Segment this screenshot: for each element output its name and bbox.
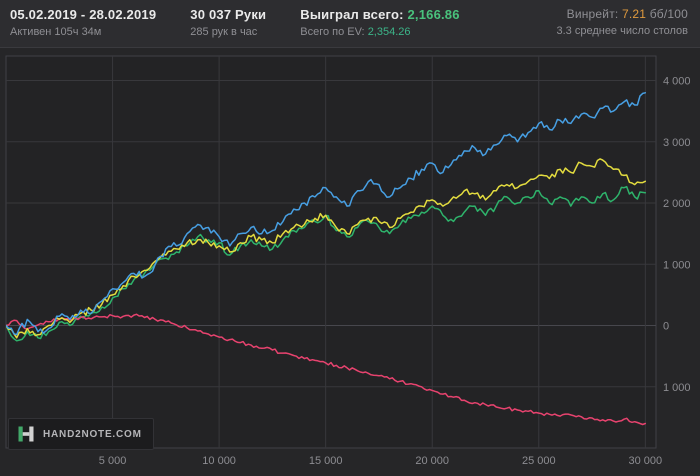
hand2note-logo-icon [18,426,34,442]
svg-text:4 000: 4 000 [663,76,691,88]
hands-block: 30 037 Руки 285 рук в час [190,7,266,38]
winnings-chart[interactable]: 4 000 3 000 2 000 1 000 0 1 000 5 000 10 000 15 … [0,48,700,476]
logo-text: HAND2NOTE.COM [43,428,142,440]
svg-text:30 000: 30 000 [629,455,663,467]
winrate-value: 7.21 [621,7,647,21]
chart-area: 4 000 3 000 2 000 1 000 0 1 000 5 000 10 000 15 … [0,48,700,476]
svg-text:25 000: 25 000 [522,455,556,467]
series-yellow-line [6,158,647,339]
won-total-row: Выиграл всего: 2,166.86 [300,7,459,22]
winrate-row: Винрейт: 7.21 бб/100 [567,7,688,21]
active-time: Активен 105ч 34м [10,26,102,38]
svg-text:1 000: 1 000 [663,382,691,394]
svg-text:20 000: 20 000 [415,455,449,467]
hands-total: 30 037 Руки [190,7,267,22]
series-blue-line [6,92,647,336]
svg-text:15 000: 15 000 [309,455,343,467]
hands-per-hour: 285 рук в час [190,26,258,38]
svg-text:2 000: 2 000 [663,198,691,210]
svg-text:5 000: 5 000 [99,455,127,467]
series-red-line [6,313,647,426]
session-period-block: 05.02.2019 - 28.02.2019 Активен 105ч 34м [10,7,156,38]
winnings-block: Выиграл всего: 2,166.86 Всего по EV: 2,3… [300,7,459,38]
ev-total-label: Всего по EV: [300,26,365,38]
svg-text:3 000: 3 000 [663,137,691,149]
ev-total-value: 2,354.26 [367,26,411,38]
stats-header: 05.02.2019 - 28.02.2019 Активен 105ч 34м… [0,0,700,48]
winrate-unit: бб/100 [649,7,688,21]
winrate-block: Винрейт: 7.21 бб/100 3.3 среднее число с… [556,7,688,37]
hand2note-logo[interactable]: HAND2NOTE.COM [8,418,154,450]
won-total-label: Выиграл всего: [300,7,404,22]
svg-text:0: 0 [663,321,669,333]
winrate-label: Винрейт: [566,7,619,21]
date-range: 05.02.2019 - 28.02.2019 [10,7,157,22]
avg-tables: 3.3 среднее число столов [556,25,688,37]
svg-text:1 000: 1 000 [663,259,691,271]
won-total-value: 2,166.86 [407,7,460,22]
svg-text:10 000: 10 000 [202,455,236,467]
ev-total-row: Всего по EV: 2,354.26 [300,26,459,38]
